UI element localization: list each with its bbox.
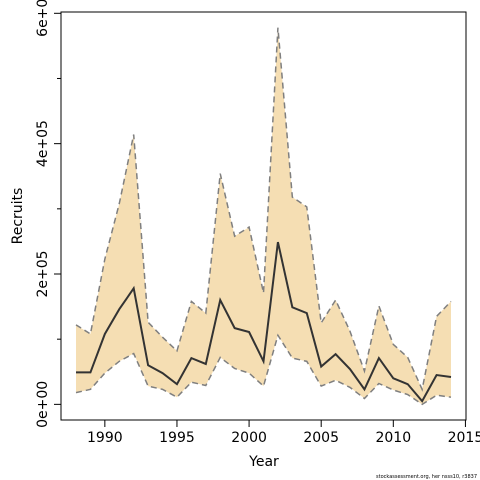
confidence-band [76, 27, 451, 405]
y-tick-label: 6e+05 [35, 0, 51, 37]
x-tick-label: 2010 [375, 430, 411, 446]
footnote: stockassessment.org, her nsss10, r3837 [376, 474, 477, 480]
y-tick-label: 2e+05 [35, 250, 51, 297]
y-tick-label: 0e+00 [35, 381, 51, 428]
x-tick-label: 2000 [231, 430, 267, 446]
median-line [76, 241, 452, 403]
y-tick-label: 4e+05 [35, 120, 51, 167]
x-tick-label: 2015 [448, 430, 480, 446]
lower-bound [75, 333, 452, 406]
x-tick-label: 1995 [159, 430, 195, 446]
x-tick-label: 2005 [303, 430, 339, 446]
plot-frame [60, 11, 467, 421]
upper-bound [75, 27, 452, 392]
x-axis-label: Year [248, 454, 279, 470]
x-tick-label: 1990 [87, 430, 123, 446]
y-axis-label: Recruits [10, 188, 26, 245]
